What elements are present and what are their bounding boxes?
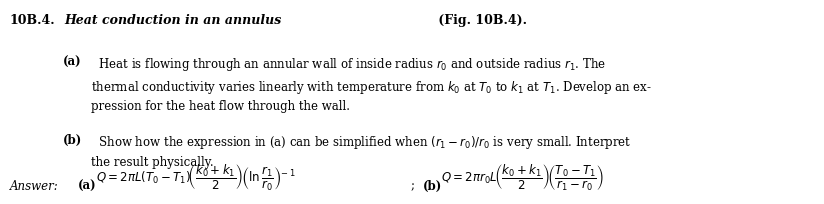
Text: (b): (b) xyxy=(423,179,442,192)
Text: Heat is flowing through an annular wall of inside radius $r_0$ and outside radiu: Heat is flowing through an annular wall … xyxy=(91,56,652,113)
Text: Show how the expression in (a) can be simplified when $(r_1 - r_0)/r_0$ is very : Show how the expression in (a) can be si… xyxy=(91,134,631,168)
Text: 10B.4.: 10B.4. xyxy=(10,14,55,27)
Text: ;: ; xyxy=(410,179,414,192)
Text: $Q = 2\pi r_0 L\!\left(\dfrac{k_0 + k_1}{2}\right)\!\left(\dfrac{T_0 - T_1}{r_1 : $Q = 2\pi r_0 L\!\left(\dfrac{k_0 + k_1}… xyxy=(441,162,604,192)
Text: (a): (a) xyxy=(77,179,96,192)
Text: (a): (a) xyxy=(63,56,82,69)
Text: Answer:: Answer: xyxy=(10,179,59,192)
Text: (b): (b) xyxy=(63,134,82,146)
Text: Heat conduction in an annulus: Heat conduction in an annulus xyxy=(64,14,282,27)
Text: $Q = 2\pi L(T_0 - T_1)\!\left(\dfrac{k_0 + k_1}{2}\right)\!\left(\ln\dfrac{r_1}{: $Q = 2\pi L(T_0 - T_1)\!\left(\dfrac{k_0… xyxy=(96,162,296,192)
Text: (Fig. 10B.4).: (Fig. 10B.4). xyxy=(434,14,527,27)
